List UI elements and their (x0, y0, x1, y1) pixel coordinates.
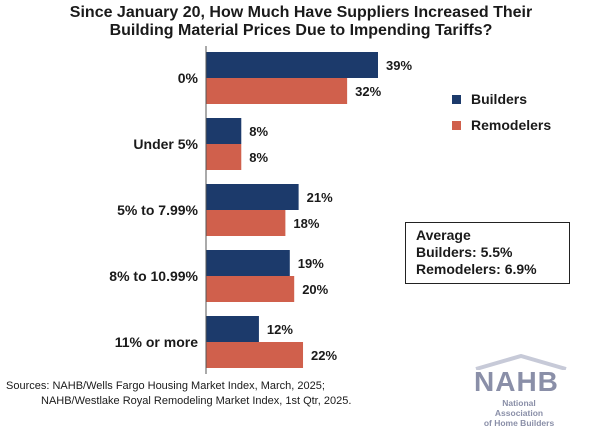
bar-remodelers-0 (206, 78, 348, 104)
logo-subtitle-line2: of Home Builders (483, 418, 555, 428)
bar-builders-11-or-more (206, 316, 259, 342)
value-label-builders-5-to-7-99: 21% (307, 190, 333, 205)
category-label-8-to-10-99: 8% to 10.99% (109, 268, 198, 284)
chart-title-line1: Since January 20, How Much Have Supplier… (69, 4, 533, 21)
legend-label-builders: Builders (471, 91, 528, 107)
value-label-remodelers-11-or-more: 22% (311, 348, 337, 363)
bar-remodelers-8-to-10-99 (206, 276, 295, 302)
legend-label-remodelers: Remodelers (471, 117, 552, 133)
nahb-logo: NAHB National Association of Home Builde… (468, 354, 578, 428)
legend-item-builders: Builders (452, 86, 551, 112)
bar-builders-8-to-10-99 (206, 250, 290, 276)
category-label-5-to-7-99: 5% to 7.99% (117, 202, 198, 218)
sources-line2: NAHB/Westlake Royal Remodeling Market In… (41, 395, 352, 407)
logo-subtitle-line1: National Association (494, 398, 544, 418)
legend-item-remodelers: Remodelers (452, 112, 551, 138)
average-box: Average Builders: 5.5% Remodelers: 6.9% (405, 222, 570, 284)
average-builders: Builders: 5.5% (416, 244, 513, 260)
value-label-builders-0: 39% (386, 58, 412, 73)
roof-icon (475, 354, 567, 370)
chart-title-line2: Building Material Prices Due to Impendin… (109, 22, 493, 39)
category-label-11-or-more: 11% or more (115, 334, 198, 350)
value-label-remodelers-0: 32% (355, 84, 381, 99)
legend-swatch-builders (452, 94, 461, 104)
value-label-remodelers-under-5: 8% (249, 150, 268, 165)
value-label-builders-under-5: 8% (249, 124, 268, 139)
bar-remodelers-under-5 (206, 144, 242, 170)
legend-swatch-remodelers (452, 120, 461, 130)
value-label-builders-8-to-10-99: 19% (298, 256, 324, 271)
average-heading: Average (416, 227, 471, 243)
legend: Builders Remodelers (452, 86, 551, 138)
bar-builders-under-5 (206, 118, 242, 144)
average-remodelers: Remodelers: 6.9% (416, 261, 537, 277)
bar-builders-5-to-7-99 (206, 184, 299, 210)
logo-subtitle: National Association of Home Builders (478, 398, 560, 428)
value-label-builders-11-or-more: 12% (267, 322, 293, 337)
value-label-remodelers-8-to-10-99: 20% (302, 282, 328, 297)
category-label-under-5: Under 5% (133, 136, 198, 152)
bar-remodelers-5-to-7-99 (206, 210, 286, 236)
bar-remodelers-11-or-more (206, 342, 304, 368)
chart-title: Since January 20, How Much Have Supplier… (0, 4, 602, 40)
bar-builders-0 (206, 52, 378, 78)
sources-note: Sources: NAHB/Wells Fargo Housing Market… (6, 379, 351, 409)
sources-line1: Sources: NAHB/Wells Fargo Housing Market… (6, 380, 325, 392)
value-label-remodelers-5-to-7-99: 18% (293, 216, 319, 231)
logo-wordmark: NAHB (474, 366, 559, 397)
category-label-0: 0% (178, 70, 199, 86)
